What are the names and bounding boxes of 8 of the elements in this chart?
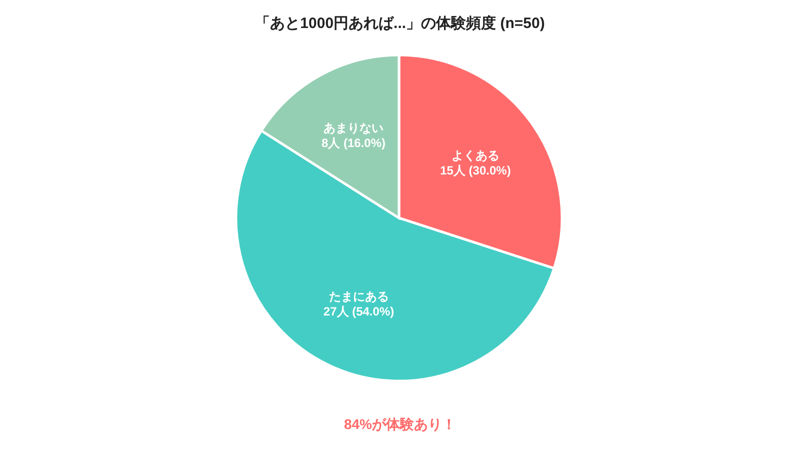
text: 84%が体験あり！: [344, 416, 456, 432]
data-label: 15人 (30.0%): [440, 163, 511, 178]
slice-label: あまりない: [323, 121, 384, 136]
data-label: 27人 (54.0%): [323, 304, 394, 319]
slice-label: たまにある: [328, 290, 389, 304]
chart-title: 「あと1000円あれば...」の体験頻度 (n=50): [255, 14, 545, 32]
data-label: 8人 (16.0%): [321, 136, 386, 150]
slice-label: よくある: [451, 148, 500, 162]
